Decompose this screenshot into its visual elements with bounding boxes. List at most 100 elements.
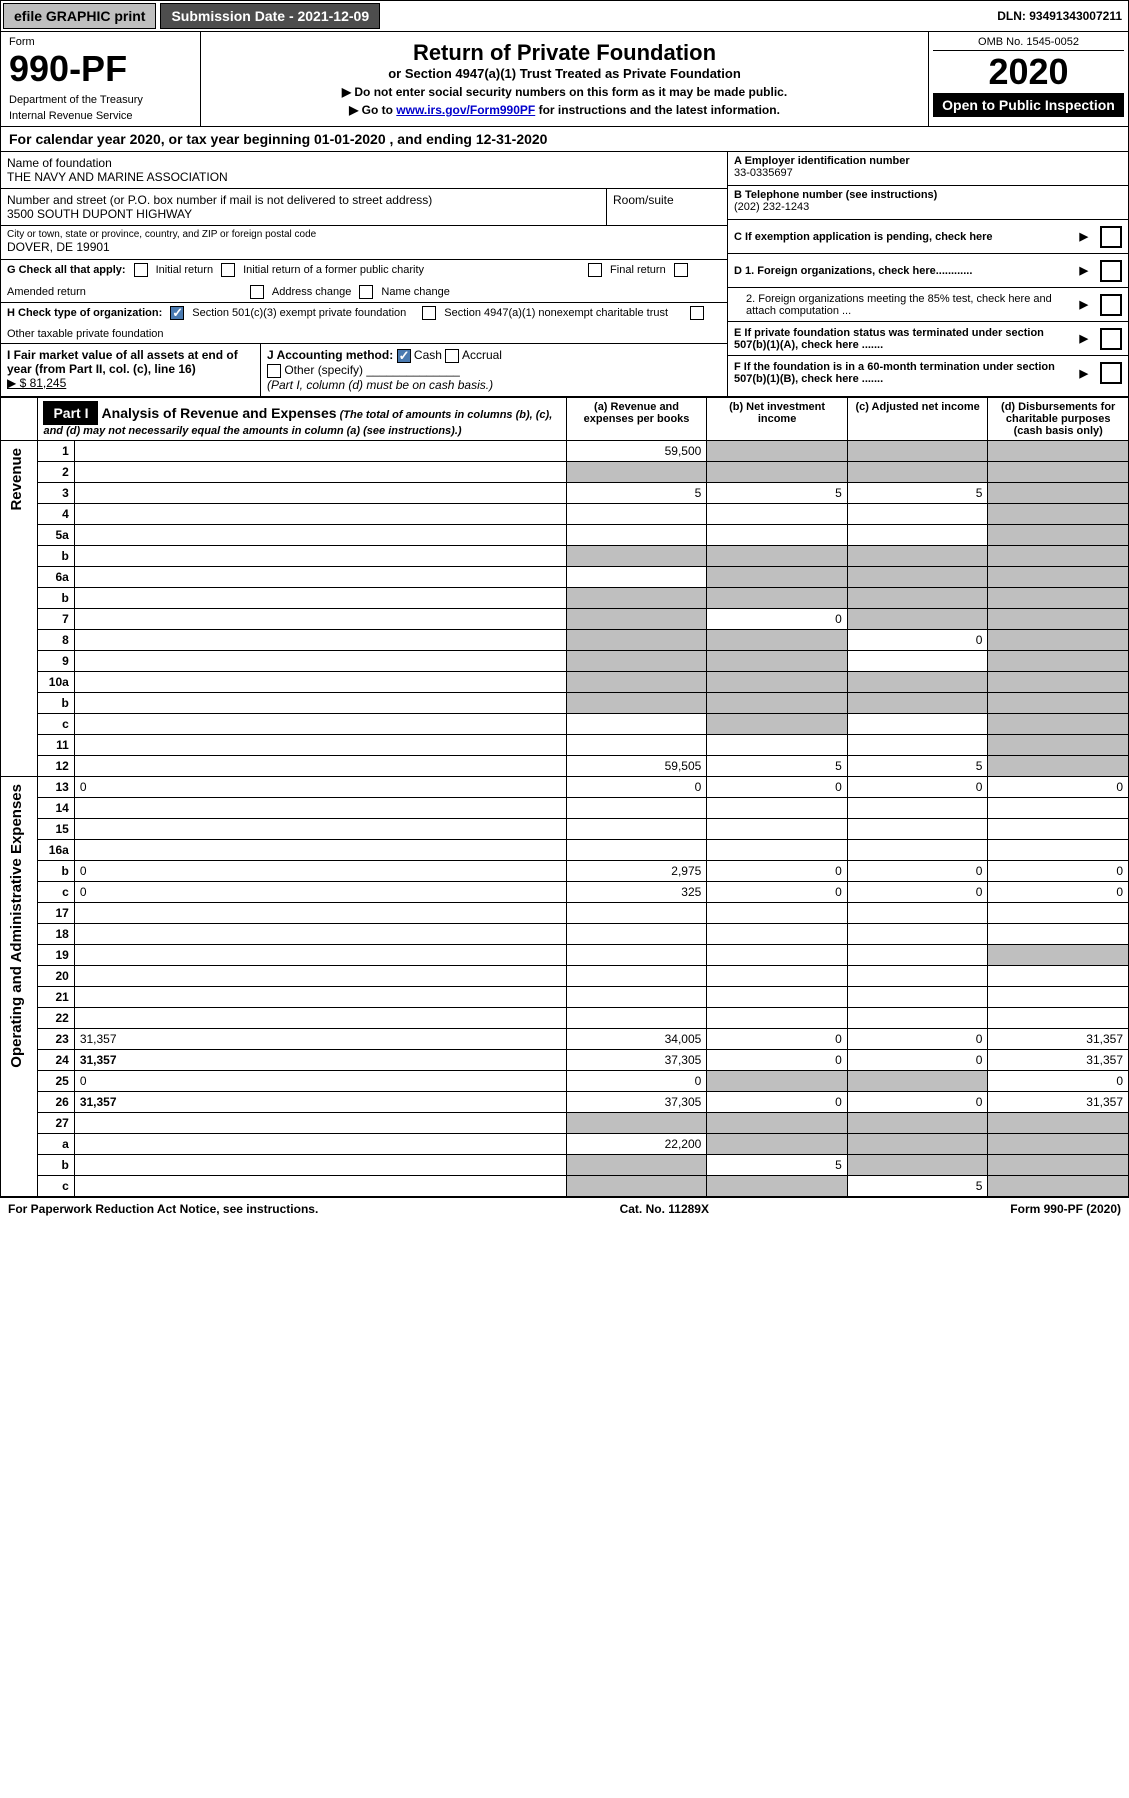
irs-link[interactable]: www.irs.gov/Form990PF	[396, 103, 535, 117]
amount-cell: 31,357	[988, 1049, 1129, 1070]
foundation-name: THE NAVY AND MARINE ASSOCIATION	[7, 170, 721, 184]
table-row: b	[1, 545, 1129, 566]
chk-501c3[interactable]	[170, 306, 184, 320]
table-row: b	[1, 692, 1129, 713]
amount-cell	[566, 713, 707, 734]
line-description: 31,357	[74, 1091, 566, 1112]
amount-cell	[847, 965, 988, 986]
chk-d2[interactable]	[1100, 294, 1122, 316]
chk-other-method[interactable]	[267, 364, 281, 378]
amount-cell	[707, 839, 848, 860]
amount-cell	[707, 1133, 848, 1154]
amount-cell: 0	[988, 860, 1129, 881]
amount-cell	[847, 545, 988, 566]
line-description	[74, 545, 566, 566]
chk-other-tax[interactable]	[690, 306, 704, 320]
amount-cell	[988, 797, 1129, 818]
amount-cell	[707, 461, 848, 482]
amount-cell	[566, 587, 707, 608]
amount-cell	[988, 734, 1129, 755]
amount-cell	[988, 818, 1129, 839]
d1-label: D 1. Foreign organizations, check here..…	[734, 265, 1072, 277]
chk-f[interactable]	[1100, 362, 1122, 384]
table-row: 5a	[1, 524, 1129, 545]
amount-cell	[707, 986, 848, 1007]
line-number: 16a	[38, 839, 74, 860]
line-description: 0	[74, 860, 566, 881]
footer-left: For Paperwork Reduction Act Notice, see …	[8, 1202, 318, 1216]
chk-final[interactable]	[588, 263, 602, 277]
side-expenses: Operating and Administrative Expenses	[6, 780, 27, 1072]
open-public-badge: Open to Public Inspection	[933, 93, 1124, 117]
line-description	[74, 818, 566, 839]
line-number: 24	[38, 1049, 74, 1070]
line-number: 17	[38, 902, 74, 923]
table-row: a22,200	[1, 1133, 1129, 1154]
chk-accrual[interactable]	[445, 349, 459, 363]
instruction-ssn: ▶ Do not enter social security numbers o…	[209, 85, 920, 99]
line-description	[74, 923, 566, 944]
submission-date-button[interactable]: Submission Date - 2021-12-09	[160, 3, 380, 29]
chk-d1[interactable]	[1100, 260, 1122, 282]
omb-number: OMB No. 1545-0052	[933, 36, 1124, 51]
amount-cell	[988, 1112, 1129, 1133]
amount-cell: 0	[847, 1091, 988, 1112]
city-label: City or town, state or province, country…	[7, 229, 721, 240]
efile-button[interactable]: efile GRAPHIC print	[3, 3, 156, 29]
chk-name-change[interactable]	[359, 285, 373, 299]
chk-initial[interactable]	[134, 263, 148, 277]
amount-cell	[566, 1175, 707, 1196]
amount-cell: 0	[847, 881, 988, 902]
chk-cash[interactable]	[397, 349, 411, 363]
line-description	[74, 734, 566, 755]
opt-amended: Amended return	[7, 286, 86, 298]
amount-cell	[566, 650, 707, 671]
opt-initial-former: Initial return of a former public charit…	[243, 264, 424, 276]
section-g: G Check all that apply: Initial return I…	[1, 260, 727, 303]
amount-cell	[988, 1007, 1129, 1028]
line-number: 5a	[38, 524, 74, 545]
opt-501c3: Section 501(c)(3) exempt private foundat…	[192, 307, 406, 319]
chk-amended[interactable]	[674, 263, 688, 277]
amount-cell	[707, 692, 848, 713]
table-row: 14	[1, 797, 1129, 818]
table-row: 25000	[1, 1070, 1129, 1091]
chk-e[interactable]	[1100, 328, 1122, 350]
chk-addr-change[interactable]	[250, 285, 264, 299]
footer-right: Form 990-PF (2020)	[1010, 1202, 1121, 1216]
amount-cell	[847, 944, 988, 965]
amount-cell	[707, 818, 848, 839]
amount-cell: 5	[707, 482, 848, 503]
amount-cell	[707, 587, 848, 608]
amount-cell	[988, 650, 1129, 671]
line-description	[74, 503, 566, 524]
form-title: Return of Private Foundation	[209, 40, 920, 66]
table-row: b5	[1, 1154, 1129, 1175]
table-row: 2631,35737,3050031,357	[1, 1091, 1129, 1112]
header-left: Form 990-PF Department of the Treasury I…	[1, 32, 201, 126]
table-row: 21	[1, 986, 1129, 1007]
b-label: B Telephone number (see instructions)	[734, 189, 1122, 201]
amount-cell	[566, 965, 707, 986]
chk-c[interactable]	[1100, 226, 1122, 248]
table-row: 3555	[1, 482, 1129, 503]
amount-cell	[566, 923, 707, 944]
amount-cell	[566, 671, 707, 692]
line-number: 26	[38, 1091, 74, 1112]
amount-cell	[847, 1154, 988, 1175]
amount-cell: 0	[847, 860, 988, 881]
amount-cell	[988, 755, 1129, 776]
amount-cell	[566, 944, 707, 965]
tax-year: 2020	[933, 51, 1124, 93]
amount-cell	[847, 902, 988, 923]
table-row: c5	[1, 1175, 1129, 1196]
amount-cell	[988, 482, 1129, 503]
chk-initial-former[interactable]	[221, 263, 235, 277]
amount-cell	[988, 944, 1129, 965]
amount-cell	[566, 692, 707, 713]
amount-cell	[847, 440, 988, 461]
line-description	[74, 692, 566, 713]
amount-cell: 325	[566, 881, 707, 902]
chk-4947[interactable]	[422, 306, 436, 320]
amount-cell	[566, 797, 707, 818]
